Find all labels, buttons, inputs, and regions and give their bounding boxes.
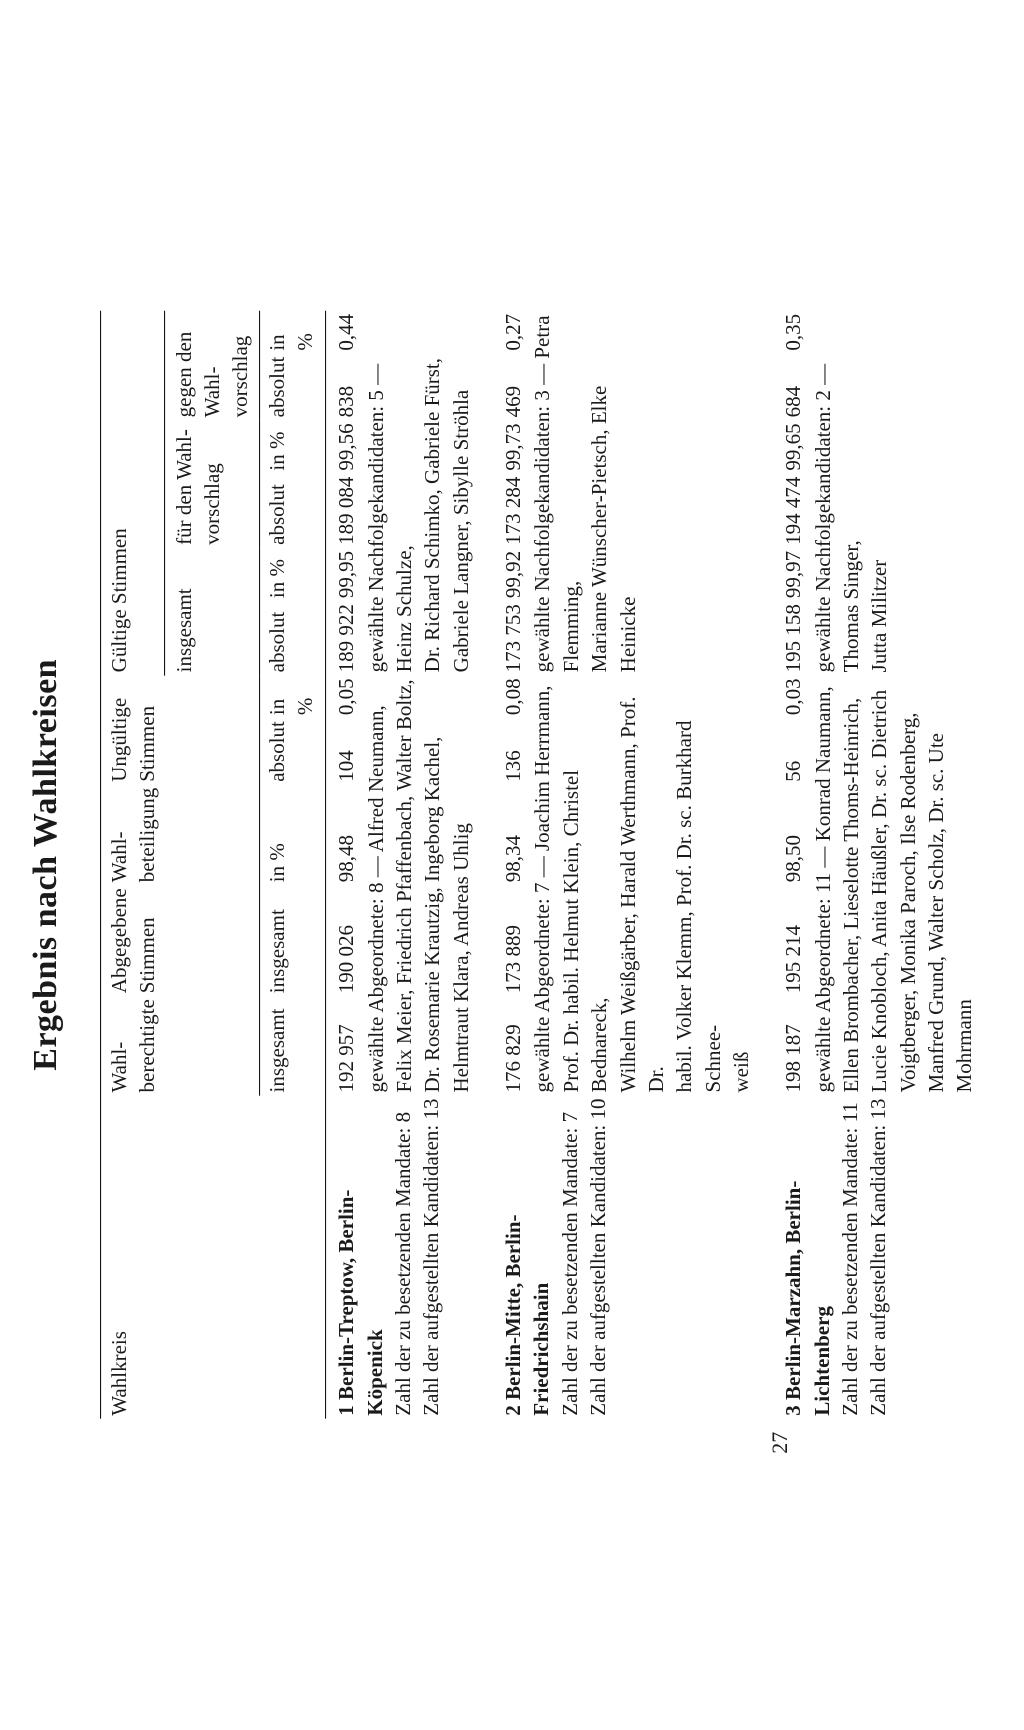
hdr-inpct-d: in % xyxy=(260,421,326,474)
header-row-1: Wahlkreis Wahl- berechtigte Abgegebene S… xyxy=(101,311,164,1419)
hdr-inpct-c: in % xyxy=(260,548,326,601)
district-row: 2 Berlin-Mitte, Berlin-FriedrichshainZah… xyxy=(493,311,527,1419)
hdr-berechtigte: Wahl- berechtigte xyxy=(101,996,166,1095)
hdr-inpct-e: in % xyxy=(260,311,326,354)
results-table: Wahlkreis Wahl- berechtigte Abgegebene S… xyxy=(100,311,997,1419)
district-row: 3 Berlin-Marzahn, Berlin-LichtenbergZahl… xyxy=(773,311,807,1419)
hdr-inpct-a: in % xyxy=(260,785,326,885)
hdr-abs-d: absolut xyxy=(260,354,326,421)
hdr-insg-b: insgesamt xyxy=(260,885,326,996)
header-row-2: insgesamt für den Wahl- vorschlag gegen … xyxy=(166,311,259,1419)
hdr-insg-a: insgesamt xyxy=(260,996,326,1095)
hdr-abgegebene: Abgegebene Stimmen xyxy=(101,885,166,996)
district-row: 1 Berlin-Treptow, Berlin-KöpenickZahl de… xyxy=(327,311,361,1419)
header-row-3: insgesamt insgesamt in % absolut in % ab… xyxy=(260,311,326,1419)
hdr-gueltig: Gültige Stimmen xyxy=(101,311,164,675)
hdr-gegen: gegen den Wahl- vorschlag xyxy=(166,311,259,420)
hdr-beteiligung: Wahl- beteiligung xyxy=(101,785,166,885)
hdr-wahlkreis: Wahlkreis xyxy=(101,1096,166,1419)
page-title: Ergebnis nach Wahlkreisen xyxy=(27,311,65,1419)
hdr-abs-c: absolut xyxy=(260,474,326,548)
hdr-abs-b: absolut xyxy=(260,601,326,675)
hdr-inpct-b: in % xyxy=(260,676,326,719)
page-content: Ergebnis nach Wahlkreisen 27 Wahlkreis W… xyxy=(0,231,1024,1499)
hdr-insgesamt: insgesamt xyxy=(166,548,259,676)
hdr-ungueltig: Ungültige Stimmen xyxy=(101,676,166,785)
hdr-abs-a: absolut xyxy=(260,718,326,785)
page-number: 27 xyxy=(767,1432,793,1454)
hdr-fuer: für den Wahl- vorschlag xyxy=(166,421,259,549)
